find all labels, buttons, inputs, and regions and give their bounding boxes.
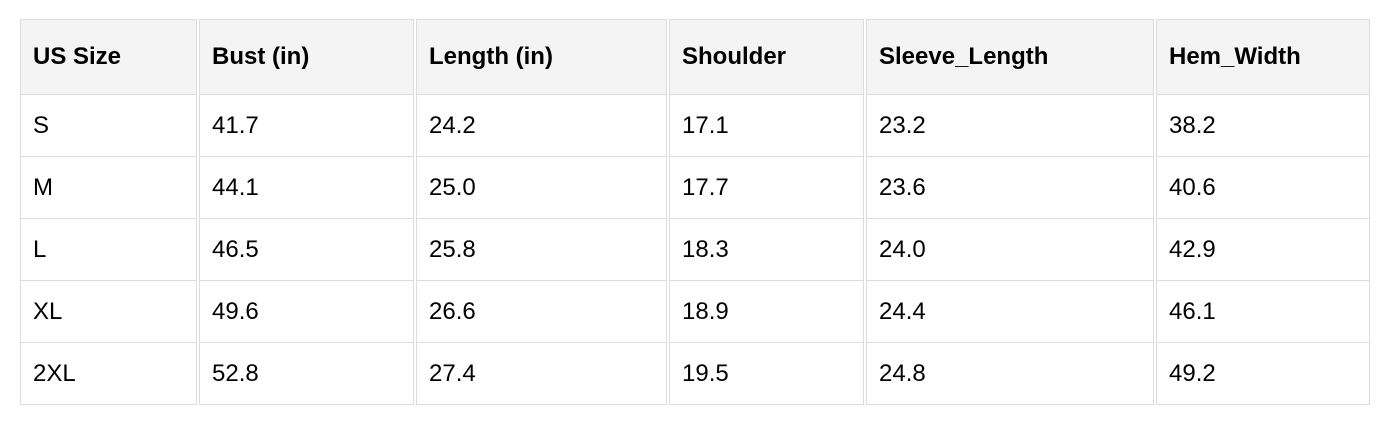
table-cell: 27.4 (416, 342, 667, 405)
table-cell: 40.6 (1156, 156, 1370, 218)
table-row: XL 49.6 26.6 18.9 24.4 46.1 (20, 280, 1370, 342)
table-cell: 38.2 (1156, 94, 1370, 156)
table-cell: 46.5 (199, 218, 414, 280)
table-row: S 41.7 24.2 17.1 23.2 38.2 (20, 94, 1370, 156)
table-cell: 24.2 (416, 94, 667, 156)
size-chart-table: US Size Bust (in) Length (in) Shoulder Sleev… (18, 19, 1372, 405)
table-cell: XL (20, 280, 197, 342)
table-cell: 17.7 (669, 156, 864, 218)
table-cell: 41.7 (199, 94, 414, 156)
column-header: US Size (20, 19, 197, 94)
column-header: Sleeve_Length (866, 19, 1154, 94)
table-cell: 24.8 (866, 342, 1154, 405)
table-cell: 24.4 (866, 280, 1154, 342)
table-cell: M (20, 156, 197, 218)
table-cell: 19.5 (669, 342, 864, 405)
column-header: Shoulder (669, 19, 864, 94)
table-cell: 18.3 (669, 218, 864, 280)
table-cell: L (20, 218, 197, 280)
table-cell: 42.9 (1156, 218, 1370, 280)
table-row: M 44.1 25.0 17.7 23.6 40.6 (20, 156, 1370, 218)
column-header: Bust (in) (199, 19, 414, 94)
table-cell: 23.6 (866, 156, 1154, 218)
table-cell: 24.0 (866, 218, 1154, 280)
column-header: Length (in) (416, 19, 667, 94)
table-cell: 2XL (20, 342, 197, 405)
table-cell: 52.8 (199, 342, 414, 405)
header-row: US Size Bust (in) Length (in) Shoulder Sleev… (20, 19, 1370, 94)
table-cell: 49.6 (199, 280, 414, 342)
table-row: 2XL 52.8 27.4 19.5 24.8 49.2 (20, 342, 1370, 405)
table-cell: 17.1 (669, 94, 864, 156)
table-cell: 49.2 (1156, 342, 1370, 405)
table-cell: 26.6 (416, 280, 667, 342)
table-cell: 25.0 (416, 156, 667, 218)
table-cell: 25.8 (416, 218, 667, 280)
table-row: L 46.5 25.8 18.3 24.0 42.9 (20, 218, 1370, 280)
table-cell: 44.1 (199, 156, 414, 218)
column-header: Hem_Width (1156, 19, 1370, 94)
table-cell: S (20, 94, 197, 156)
table-cell: 23.2 (866, 94, 1154, 156)
table-cell: 46.1 (1156, 280, 1370, 342)
table-cell: 18.9 (669, 280, 864, 342)
